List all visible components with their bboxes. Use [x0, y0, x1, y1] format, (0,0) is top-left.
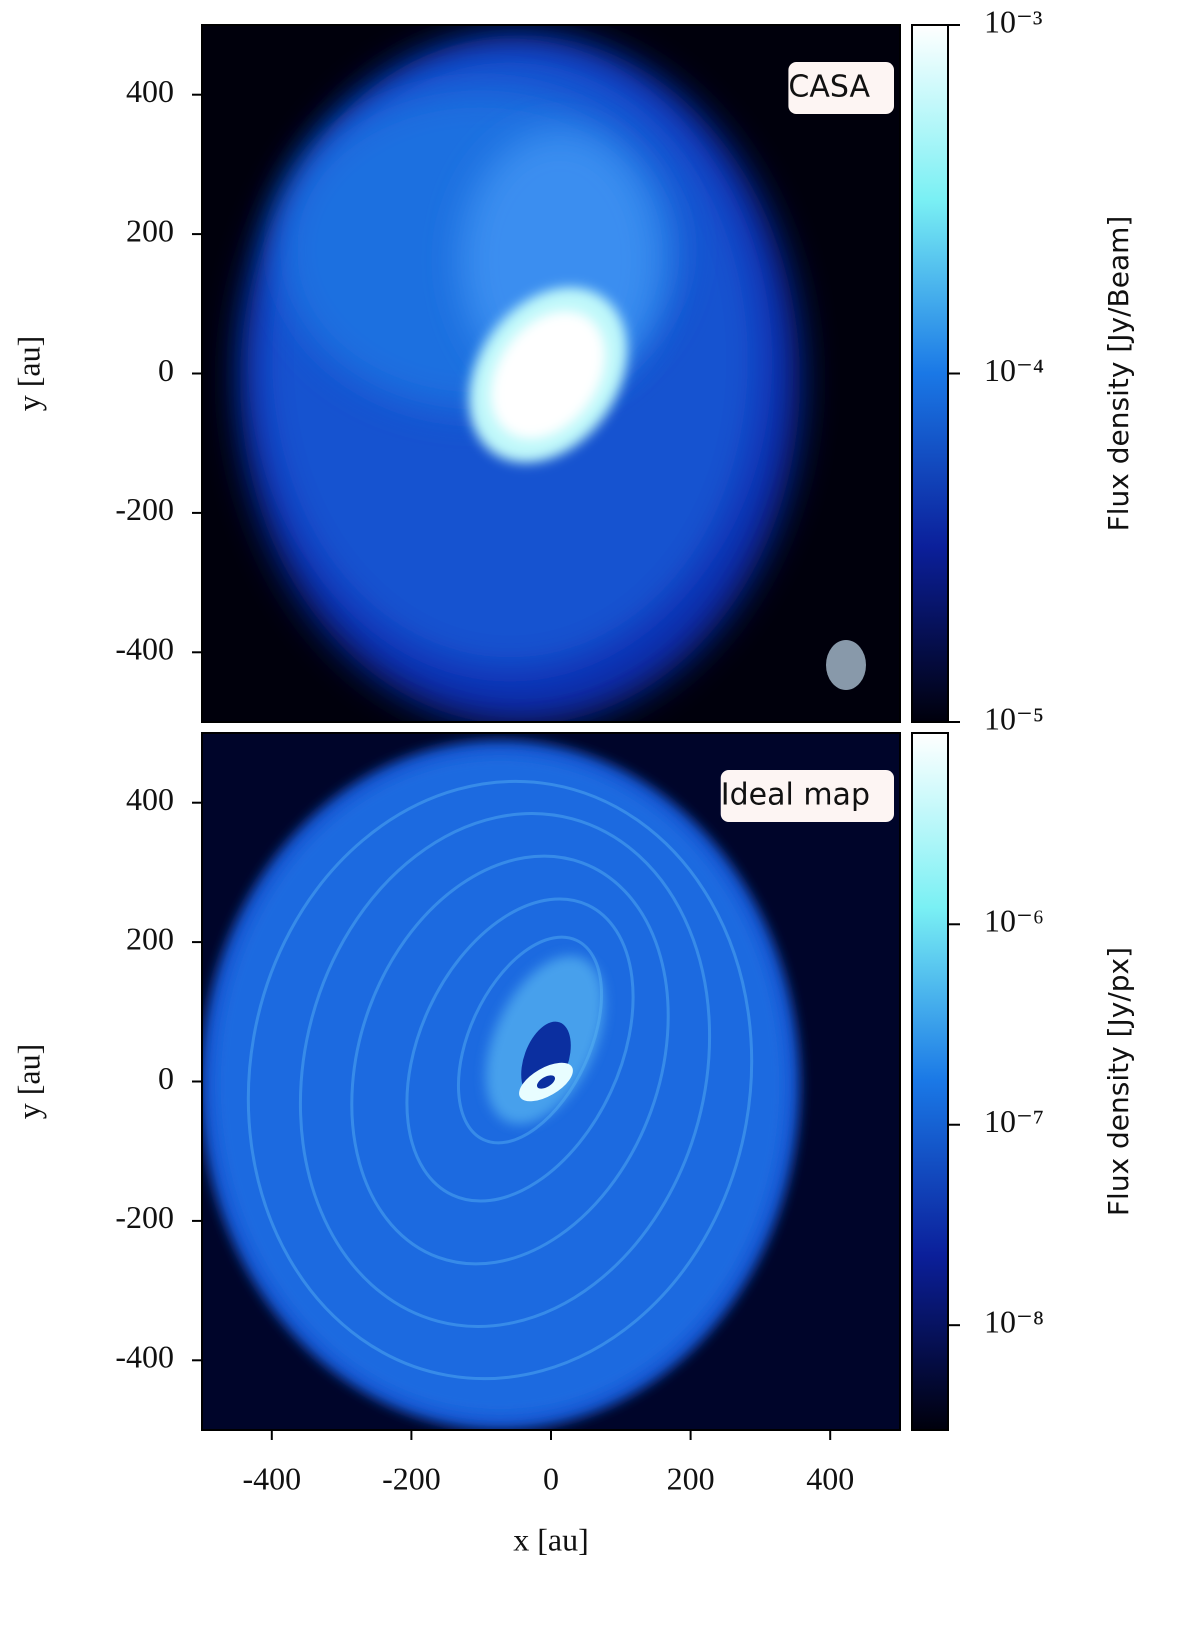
- y-tick-label: 0: [158, 352, 174, 388]
- y-tick-label: 200: [126, 920, 174, 956]
- y-axis-label: y [au]: [10, 336, 46, 412]
- x-tick-label: -200: [382, 1460, 441, 1496]
- colorbar-tick-label: 10⁻³: [984, 3, 1042, 39]
- annotation-box: [788, 62, 894, 114]
- colorbar-tick-label: 10⁻⁴: [984, 352, 1044, 388]
- colorbar-label: Flux density [Jy/px]: [1102, 947, 1135, 1216]
- y-tick-label: 400: [126, 73, 174, 109]
- x-tick-label: 400: [806, 1460, 854, 1496]
- colorbar-tick-label: 10⁻⁵: [984, 700, 1044, 736]
- annotation: CASA: [788, 62, 894, 114]
- annotation-label: Ideal map: [721, 778, 870, 813]
- annotation-label: CASA: [788, 70, 870, 105]
- y-tick-label: -200: [115, 1199, 174, 1235]
- colorbar-tick-label: 10⁻⁶: [984, 903, 1044, 939]
- y-tick-label: 0: [158, 1060, 174, 1096]
- ideal-image: [202, 733, 900, 1430]
- y-axis-label: y [au]: [10, 1044, 46, 1120]
- annotation-box: [720, 770, 894, 822]
- y-tick-label: -200: [115, 491, 174, 527]
- x-tick-label: 0: [543, 1460, 559, 1496]
- colorbar-tick-label: 10⁻⁷: [984, 1103, 1044, 1139]
- colorbar-label: Flux density [Jy/Beam]: [1102, 216, 1135, 532]
- y-tick-label: 400: [126, 781, 174, 817]
- colorbar: [911, 732, 949, 1431]
- y-tick-label: 200: [126, 212, 174, 248]
- annotation: Ideal map: [720, 770, 894, 822]
- x-tick-label: -400: [242, 1460, 301, 1496]
- x-axis-label: x [au]: [513, 1521, 589, 1557]
- colorbar: [911, 24, 949, 723]
- casa-image: [202, 25, 900, 722]
- colorbar-tick-label: 10⁻⁸: [984, 1304, 1044, 1340]
- y-tick-label: -400: [115, 1339, 174, 1375]
- x-tick-label: 200: [667, 1460, 715, 1496]
- y-tick-label: -400: [115, 631, 174, 667]
